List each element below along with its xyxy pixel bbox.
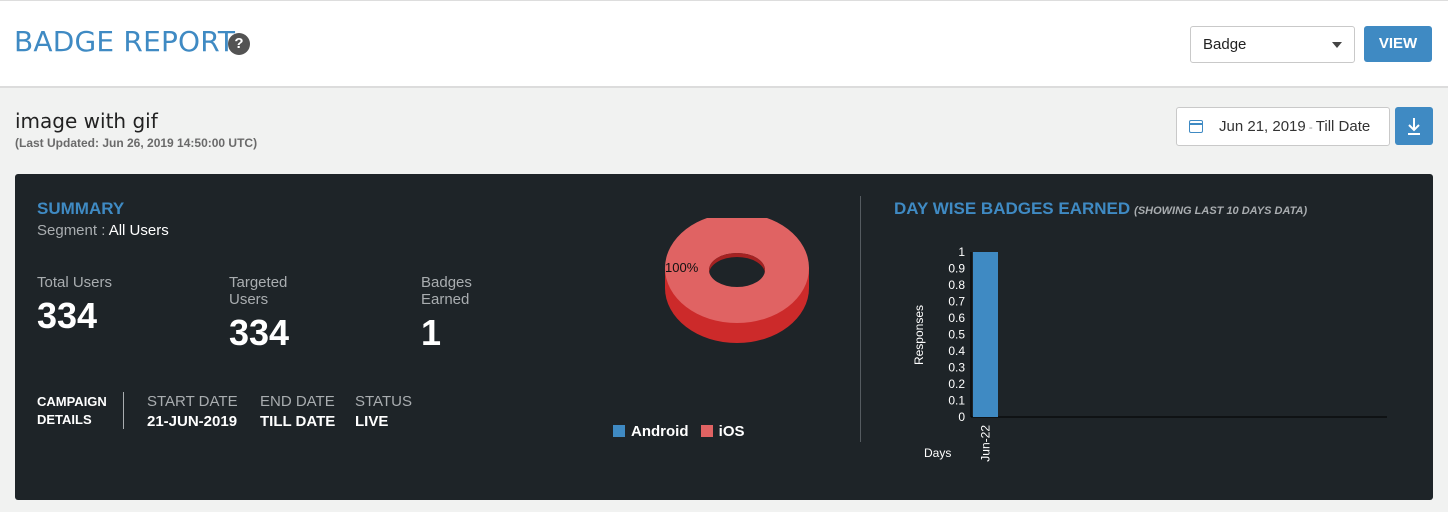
segment-label: Segment : xyxy=(37,222,106,239)
y-tick-label: 0.1 xyxy=(948,394,965,408)
detail-value: TILL DATE xyxy=(260,413,336,430)
y-tick-label: 0.2 xyxy=(948,377,965,391)
x-tick-label: Jun-22 xyxy=(979,425,993,462)
pie-svg: 100% xyxy=(665,213,809,343)
summary-panel: SUMMARY Segment : All Users Total Users … xyxy=(15,174,1433,500)
stat-total-users: Total Users 334 xyxy=(37,274,117,337)
stat-label: Total Users xyxy=(37,274,113,291)
stat-label: Targeted Users xyxy=(229,274,288,308)
campaign-name: image with gif xyxy=(15,109,158,133)
pie-legend: Android iOS xyxy=(613,423,753,440)
pie-data-label: 100% xyxy=(665,260,699,275)
segment: Segment : All Users xyxy=(37,222,169,239)
detail-value: LIVE xyxy=(355,413,389,430)
last-updated: (Last Updated: Jun 26, 2019 14:50:00 UTC… xyxy=(15,136,258,150)
bar-jun-22 xyxy=(973,252,998,417)
day-wise-bar-chart: 1 0.9 0.8 0.7 0.6 0.5 0.4 0.3 0.2 0.1 0 Jun-22 Respo… xyxy=(912,245,1387,462)
stat-value: 334 xyxy=(37,295,98,336)
report-type-select[interactable]: Badge xyxy=(1190,26,1355,63)
x-axis-label: Days xyxy=(924,446,951,460)
segment-value: All Users xyxy=(108,222,169,239)
bar-chart-subtitle: (SHOWING LAST 10 DAYS DATA) xyxy=(1134,205,1308,217)
bar-chart-title: DAY WISE BADGES EARNED (SHOWING LAST 10 D… xyxy=(894,199,1307,219)
campaign-details-title: CAMPAIGN DETAILS xyxy=(37,394,107,427)
detail-start-date: START DATE 21-JUN-2019 xyxy=(147,393,238,430)
detail-label: START DATE xyxy=(147,393,238,410)
date-range-button[interactable]: Jun 21, 2019- Till Date xyxy=(1176,107,1390,146)
legend-swatch xyxy=(700,425,713,437)
calendar-icon xyxy=(1189,120,1203,133)
select-value: Badge xyxy=(1203,36,1247,53)
bar-chart-title-text: DAY WISE BADGES EARNED xyxy=(894,199,1131,218)
stat-targeted-users: Targeted Users 334 xyxy=(229,274,309,354)
page-title: BADGE REPORT xyxy=(14,25,236,58)
panel-divider xyxy=(860,196,861,442)
legend-item-android[interactable]: Android xyxy=(613,423,689,440)
view-button[interactable]: VIEW xyxy=(1364,26,1432,62)
y-tick-label: 0 xyxy=(958,410,965,424)
help-icon[interactable]: ? xyxy=(228,33,250,55)
summary-title: SUMMARY xyxy=(37,199,125,218)
legend-swatch xyxy=(613,425,625,437)
chevron-down-icon xyxy=(1332,42,1342,48)
y-axis-label: Responses xyxy=(912,305,926,365)
legend-item-ios[interactable]: iOS xyxy=(700,423,745,440)
detail-end-date: END DATE TILL DATE xyxy=(260,393,335,430)
y-tick-label: 0.5 xyxy=(948,328,965,342)
detail-value: 21-JUN-2019 xyxy=(147,413,238,430)
detail-status: STATUS LIVE xyxy=(355,393,412,430)
y-tick-label: 1 xyxy=(958,245,965,259)
platform-pie-chart: 100% xyxy=(655,213,825,373)
legend-label: Android xyxy=(631,423,689,440)
download-button[interactable] xyxy=(1395,107,1433,145)
y-tick-label: 0.6 xyxy=(948,311,965,325)
details-divider xyxy=(123,392,124,429)
date-separator: - xyxy=(1308,120,1313,134)
y-tick-label: 0.4 xyxy=(948,344,965,358)
y-tick-label: 0.7 xyxy=(948,295,965,309)
date-start: Jun 21, 2019 xyxy=(1219,118,1306,135)
top-bar: BADGE REPORT ? Badge VIEW xyxy=(0,0,1448,88)
download-icon xyxy=(1408,118,1420,135)
y-tick-label: 0.8 xyxy=(948,278,965,292)
legend-label: iOS xyxy=(718,423,745,440)
stat-value: 1 xyxy=(421,312,442,353)
stat-badges-earned: Badges Earned 1 xyxy=(421,274,501,354)
y-tick-label: 0.9 xyxy=(948,262,965,276)
detail-label: END DATE xyxy=(260,393,335,410)
date-range-text: Jun 21, 2019- Till Date xyxy=(1219,118,1370,135)
date-end: Till Date xyxy=(1315,118,1371,135)
stat-label: Badges Earned xyxy=(421,274,472,308)
y-tick-label: 0.3 xyxy=(948,361,965,375)
stat-value: 334 xyxy=(229,312,290,353)
detail-label: STATUS xyxy=(355,393,412,410)
pie-hole xyxy=(709,253,765,287)
pie-hole-inner xyxy=(709,253,765,274)
